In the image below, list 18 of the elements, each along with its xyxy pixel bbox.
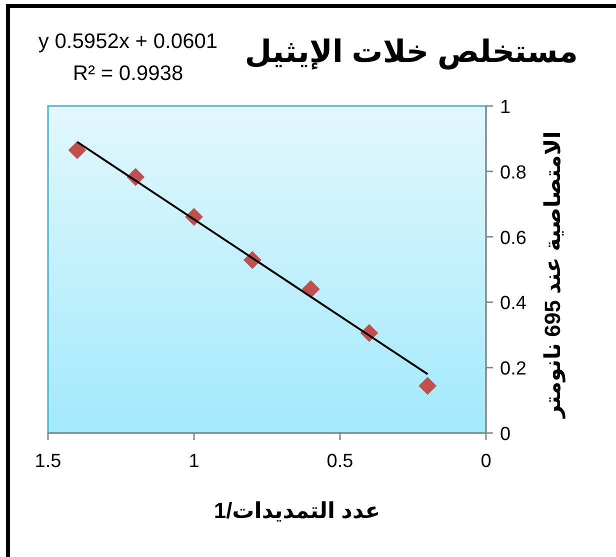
point [418,376,437,395]
x-tick-label: 1.5 [34,451,62,472]
chart-title: مستخلص خلات الإيثيل [244,34,578,70]
x-tick-label: 0 [480,451,492,472]
point [68,141,86,160]
point [302,280,320,298]
y-tick-label: 0.8 [500,162,526,184]
x-tick-label: 1 [188,451,200,472]
y-tick-label: 0.4 [500,293,527,314]
y-axis-title: الامتصاصية عند 695 نانومتر [540,131,566,419]
x-tick-label: 0.5 [326,451,354,472]
y-tick-label: 0.6 [500,228,526,249]
y-tick-label: 0.2 [500,358,526,380]
text: y 0.5952x + 0.0601 [38,30,218,53]
x-axis-title: عدد التمديدات/1 [214,498,380,523]
y-tick-label: 1 [500,97,511,118]
y-tick-label: 0 [500,424,511,445]
text: R² = 0.9938 [72,62,184,85]
